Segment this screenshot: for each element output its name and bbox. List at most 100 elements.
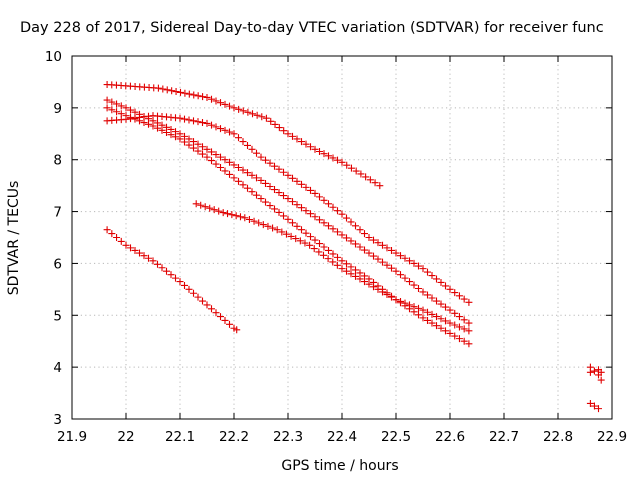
data-point [103,226,111,234]
x-tick-label: 22.4 [327,429,357,445]
data-point [343,161,351,169]
data-point [235,105,243,113]
data-point [451,289,459,297]
data-point [233,326,241,334]
data-point [172,133,179,141]
data-point [374,239,382,247]
data-point [145,112,152,120]
data-point [442,327,449,335]
data-point [217,153,224,161]
data-point [379,288,386,296]
data-point [298,204,305,212]
y-tick-label: 7 [53,205,62,221]
data-point [257,195,265,203]
data-point [446,306,454,314]
data-point [410,281,418,289]
data-point [258,113,266,121]
data-point [226,320,233,328]
data-point [181,138,188,146]
data-point [215,207,223,215]
data-point [455,335,463,343]
data-point [292,235,300,243]
data-point [460,295,468,303]
x-tick-label: 22.7 [489,429,519,445]
data-point [248,188,256,196]
data-point [212,160,220,168]
data-point [108,230,116,238]
data-point [199,143,206,151]
data-point [122,104,130,112]
data-point [140,113,148,121]
data-point [145,120,152,128]
data-point [275,189,283,197]
data-point [410,303,418,311]
data-point [320,219,328,227]
data-point [203,145,211,153]
data-point [257,153,265,161]
data-point [210,206,218,214]
data-point [415,311,422,319]
data-point [329,154,337,162]
data-point [352,222,359,230]
data-point [329,258,337,266]
data-point [154,84,162,92]
data-point [194,92,202,100]
data-point [597,376,605,384]
data-point [419,314,427,322]
data-point [221,100,229,108]
data-point [212,151,220,159]
data-point [168,87,176,95]
data-point [163,267,170,275]
data-point [245,215,253,223]
data-point [212,123,220,131]
data-point [433,275,440,283]
data-point [397,297,404,305]
data-point [343,260,350,268]
data-point [329,250,337,258]
data-point [325,246,332,254]
data-point [329,225,337,233]
data-point [298,226,305,234]
data-point [271,162,278,170]
data-point [230,104,238,112]
data-point [224,210,232,218]
data-point [239,181,247,189]
data-point [316,240,323,248]
data-point [595,405,602,413]
series-track-6 [103,226,241,334]
data-point [208,95,215,103]
data-point [460,325,468,333]
y-tick-label: 9 [53,101,62,117]
data-point [236,213,244,221]
data-point [446,329,454,337]
data-point [262,156,269,164]
data-point [356,275,364,283]
data-point [287,232,295,240]
data-point [113,100,121,108]
data-point [338,158,346,166]
data-point [586,368,594,376]
data-point [203,119,211,127]
data-point [433,297,440,305]
data-point [428,272,436,280]
data-point [230,174,238,182]
data-point [266,183,274,191]
data-point [259,221,267,229]
data-point [370,283,377,291]
data-point [289,198,296,206]
data-point [199,119,206,127]
data-point [248,145,256,153]
data-point [244,108,252,116]
data-point [347,237,355,245]
data-point [264,222,272,230]
data-point [154,124,161,132]
data-point [181,89,189,97]
data-point [266,159,274,167]
data-point [460,337,468,345]
data-point [199,93,207,101]
data-point [356,226,364,234]
data-point [302,183,310,191]
data-point [158,264,166,272]
data-point [269,224,277,232]
